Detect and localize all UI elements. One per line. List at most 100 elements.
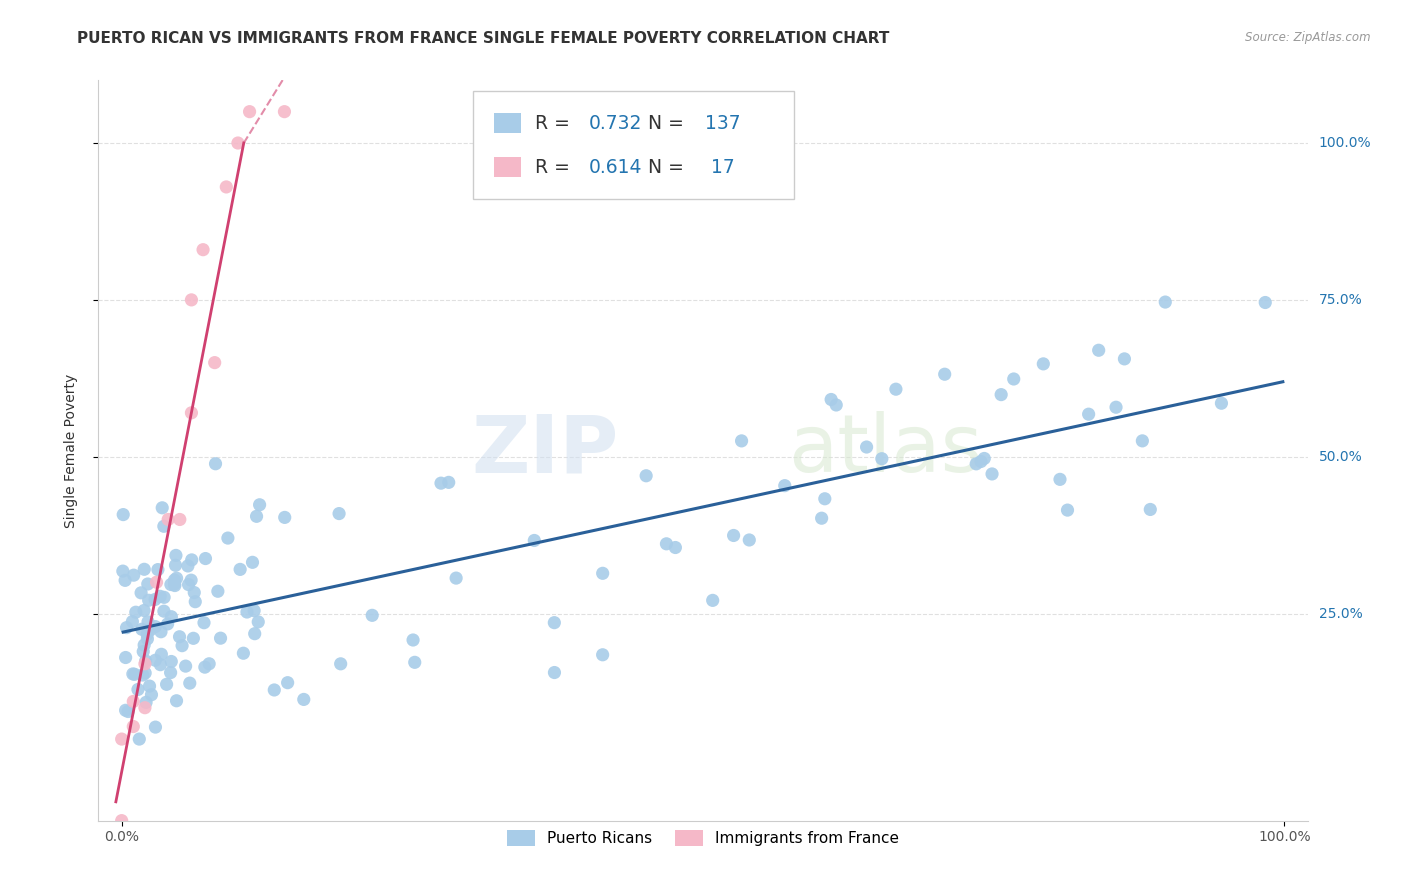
Point — [177, 577, 200, 591]
Point — [160, 577, 183, 591]
Point — [444, 571, 467, 585]
Point — [814, 491, 837, 506]
Point — [825, 398, 848, 412]
Point — [738, 533, 761, 547]
Point — [1211, 396, 1233, 410]
Point — [132, 668, 155, 682]
Point — [328, 507, 350, 521]
Point — [990, 387, 1012, 401]
Point — [277, 675, 299, 690]
Point — [160, 655, 183, 669]
Text: 25.0%: 25.0% — [1319, 607, 1362, 621]
Point — [193, 615, 215, 630]
Point — [114, 703, 136, 717]
Point — [122, 568, 145, 582]
Point — [204, 457, 226, 471]
Point — [169, 630, 191, 644]
Point — [773, 478, 796, 492]
Point — [136, 632, 159, 646]
Point — [177, 558, 200, 573]
Point — [166, 571, 188, 585]
Point — [263, 683, 285, 698]
Y-axis label: Single Female Poverty: Single Female Poverty — [63, 374, 77, 527]
Point — [149, 590, 172, 604]
Point — [430, 476, 453, 491]
Point — [402, 632, 425, 647]
Point — [664, 541, 686, 555]
Point — [723, 528, 745, 542]
Point — [121, 615, 143, 629]
Point — [153, 604, 176, 618]
Point — [138, 593, 160, 607]
Point — [111, 814, 134, 828]
Point — [1056, 503, 1078, 517]
Point — [239, 104, 262, 119]
Point — [404, 656, 426, 670]
Point — [155, 677, 177, 691]
Point — [1130, 434, 1153, 448]
Point — [141, 688, 163, 702]
Text: Source: ZipAtlas.com: Source: ZipAtlas.com — [1246, 31, 1371, 45]
Point — [229, 562, 252, 576]
Text: R =: R = — [536, 158, 576, 177]
Point — [655, 537, 678, 551]
Point — [129, 586, 152, 600]
Point — [249, 498, 271, 512]
Text: 0.732: 0.732 — [589, 113, 643, 133]
Point — [163, 573, 186, 587]
Point — [134, 638, 156, 652]
Point — [242, 555, 264, 569]
Point — [127, 682, 149, 697]
Point — [145, 575, 167, 590]
Point — [143, 619, 166, 633]
Point — [1114, 351, 1136, 366]
Point — [523, 533, 546, 548]
Text: 75.0%: 75.0% — [1319, 293, 1362, 307]
Point — [1002, 372, 1025, 386]
Point — [124, 667, 146, 681]
Point — [970, 454, 993, 468]
Point — [543, 665, 565, 680]
Point — [134, 562, 156, 576]
Point — [122, 694, 145, 708]
Point — [134, 665, 156, 680]
Point — [636, 468, 658, 483]
Text: N =: N = — [648, 158, 690, 177]
Point — [165, 549, 187, 563]
Point — [198, 657, 221, 671]
Point — [153, 519, 176, 533]
Point — [114, 650, 136, 665]
Point — [174, 659, 197, 673]
Point — [163, 577, 186, 591]
Point — [820, 392, 842, 407]
Point — [973, 451, 995, 466]
Point — [145, 720, 167, 734]
Point — [135, 695, 157, 709]
Point — [143, 592, 166, 607]
Point — [1049, 472, 1071, 486]
Text: 100.0%: 100.0% — [1319, 136, 1371, 150]
Point — [1254, 295, 1277, 310]
Point — [136, 577, 159, 591]
Point — [273, 104, 295, 119]
Point — [149, 657, 172, 672]
Point — [217, 531, 239, 545]
Point — [146, 563, 169, 577]
Point — [1032, 357, 1054, 371]
Point — [1154, 295, 1177, 310]
Point — [245, 509, 267, 524]
Point — [172, 639, 194, 653]
Point — [1105, 401, 1128, 415]
Point — [592, 648, 614, 662]
Point — [131, 622, 153, 636]
Point — [1087, 343, 1109, 358]
Point — [111, 564, 134, 578]
Point — [115, 621, 138, 635]
Point — [150, 648, 173, 662]
Text: atlas: atlas — [787, 411, 981, 490]
Point — [114, 574, 136, 588]
Point — [437, 475, 460, 490]
Point — [122, 719, 145, 733]
Bar — [494, 112, 520, 134]
Point — [132, 603, 155, 617]
